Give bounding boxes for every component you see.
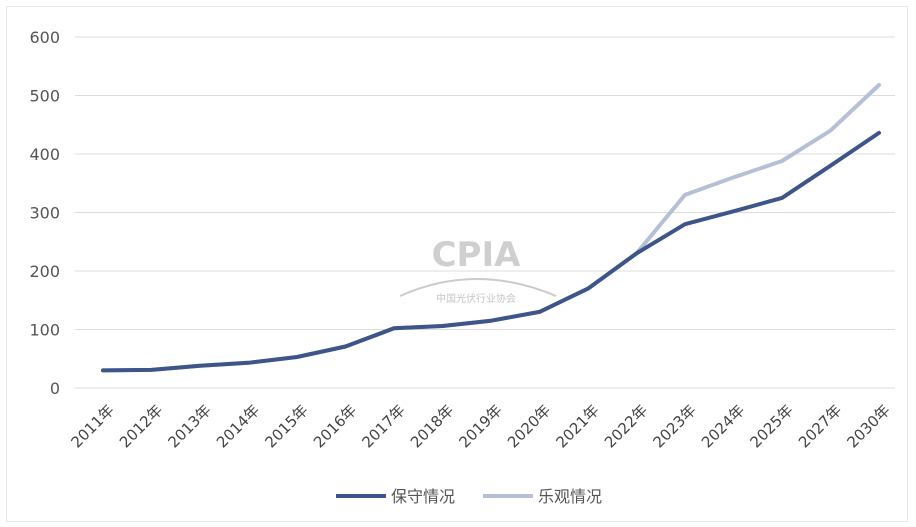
x-axis: 2011年2012年2013年2014年2015年2016年2017年2018年… — [67, 401, 893, 451]
data-point-0-11 — [636, 252, 637, 254]
x-tick-label: 2018年 — [407, 401, 457, 451]
x-tick-label: 2022年 — [601, 401, 651, 451]
y-tick-label: 300 — [29, 204, 60, 223]
legend: 保守情况 乐观情况 — [336, 487, 602, 506]
cpia-watermark: CPIA 中国光伏行业协会 — [399, 235, 557, 305]
grid-layer — [75, 36, 895, 389]
data-point-1-13 — [733, 176, 734, 178]
data-point-1-14 — [781, 160, 783, 162]
legend-label-1: 乐观情况 — [538, 487, 602, 506]
data-point-0-5 — [345, 345, 346, 347]
data-point-0-16 — [878, 132, 880, 134]
data-point-0-8 — [490, 320, 492, 322]
data-point-0-14 — [781, 197, 783, 199]
data-point-0-9 — [539, 311, 540, 313]
x-tick-label: 2014年 — [213, 401, 263, 451]
x-tick-label: 2020年 — [504, 401, 554, 451]
series-line-1 — [101, 83, 881, 373]
x-tick-label: 2023年 — [649, 401, 699, 451]
data-point-1-12 — [684, 194, 686, 196]
data-point-0-2 — [199, 365, 201, 367]
x-tick-label: 2013年 — [164, 401, 214, 451]
watermark-logo-text: CPIA — [432, 235, 522, 275]
data-point-0-12 — [684, 223, 686, 225]
series-layer — [101, 83, 881, 373]
y-tick-label: 400 — [29, 145, 60, 164]
data-point-0-4 — [296, 356, 298, 358]
data-point-0-3 — [248, 362, 249, 364]
data-point-0-1 — [151, 369, 152, 371]
watermark-arc — [399, 278, 557, 297]
x-tick-label: 2027年 — [795, 401, 845, 451]
x-tick-label: 2019年 — [455, 401, 505, 451]
x-tick-label: 2017年 — [358, 401, 408, 451]
x-tick-label: 2030年 — [843, 401, 893, 451]
chart-frame — [6, 6, 908, 522]
legend-label-0: 保守情况 — [391, 487, 455, 506]
x-tick-label: 2025年 — [746, 401, 796, 451]
data-point-1-15 — [830, 130, 831, 132]
data-point-0-7 — [442, 325, 443, 327]
x-tick-label: 2012年 — [116, 401, 166, 451]
x-tick-label: 2015年 — [261, 401, 311, 451]
data-point-1-16 — [878, 84, 880, 86]
y-axis: 0 100 200 300 400 500 600 — [29, 28, 60, 398]
data-point-0-6 — [393, 327, 395, 329]
x-tick-label: 2016年 — [310, 401, 360, 451]
data-point-0-0 — [102, 369, 104, 371]
y-tick-label: 0 — [50, 379, 60, 398]
y-tick-label: 600 — [29, 28, 60, 47]
watermark-org-text: 中国光伏行业协会 — [436, 292, 516, 305]
x-tick-label: 2021年 — [552, 401, 602, 451]
y-tick-label: 200 — [29, 262, 60, 281]
data-point-0-13 — [733, 210, 734, 212]
data-point-0-15 — [830, 165, 831, 167]
data-point-0-10 — [587, 288, 589, 290]
y-tick-label: 100 — [29, 321, 60, 340]
y-tick-label: 500 — [29, 87, 60, 106]
x-tick-label: 2024年 — [698, 401, 748, 451]
x-tick-label: 2011年 — [67, 401, 117, 451]
